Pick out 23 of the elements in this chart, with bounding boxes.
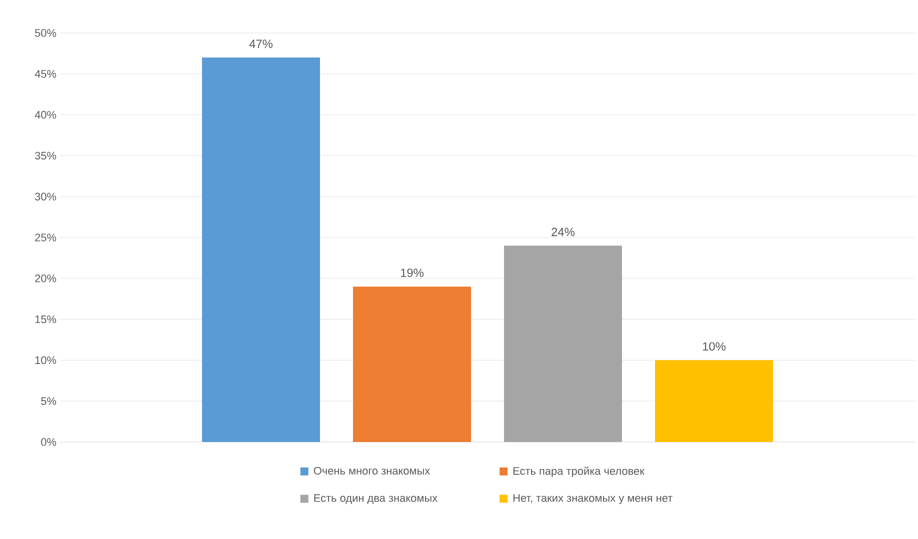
bar (504, 246, 622, 442)
data-label: 19% (400, 268, 424, 278)
data-label: 10% (702, 342, 726, 351)
bar (655, 360, 774, 442)
y-tick-label: 0% (41, 438, 56, 446)
y-tick-label: 10% (35, 356, 56, 364)
y-tick-label: 25% (35, 234, 56, 242)
data-label: 24% (552, 228, 575, 236)
y-tick-label: 45% (34, 70, 56, 78)
y-tick-label: 15% (35, 315, 56, 324)
legend-label: Есть пара тройка человек (513, 466, 644, 478)
y-tick-label: 30% (34, 192, 56, 200)
y-tick-label: 20% (35, 274, 56, 282)
y-tick-label: 35% (34, 152, 56, 160)
y-tick-label: 40% (34, 110, 56, 119)
legend-label: Очень много знакомых (314, 466, 430, 475)
data-label: 47% (249, 40, 273, 48)
y-tick-label: 50% (34, 29, 56, 37)
bar (202, 58, 320, 442)
bar (353, 286, 472, 442)
legend-label: Есть один два знакомых (314, 494, 438, 504)
y-tick-label: 5% (41, 397, 56, 405)
legend-label: Нет, таких знакомых у меня нет (513, 494, 672, 504)
